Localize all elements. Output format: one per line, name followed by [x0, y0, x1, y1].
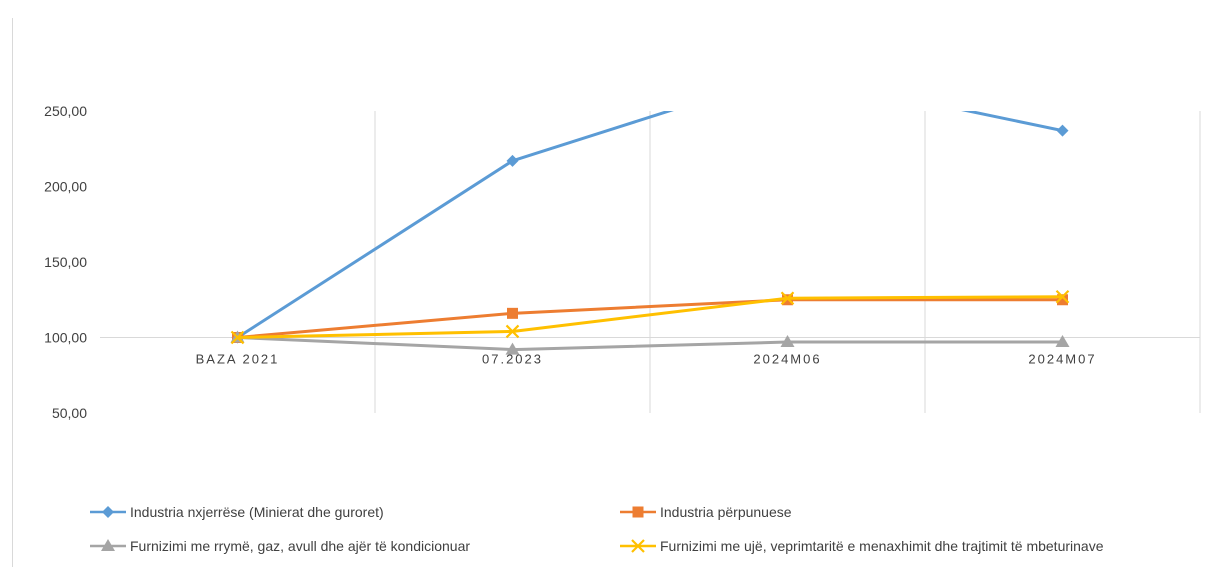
series-line — [236, 336, 1064, 352]
data-point — [505, 342, 520, 355]
data-point — [506, 154, 519, 167]
legend-marker — [101, 539, 115, 551]
y-axis-ticks: 250,00 200,00 150,00 100,00 50,00 — [44, 103, 87, 421]
data-point — [1055, 289, 1070, 304]
y-tick-label: 150,00 — [44, 254, 87, 270]
gridlines — [374, 111, 1201, 413]
data-point — [782, 67, 794, 79]
data-point — [230, 330, 245, 345]
data-point — [505, 324, 520, 339]
legend-label: Furnizimi me rrymë, gaz, avull dhe ajër … — [130, 538, 470, 554]
data-point — [1055, 335, 1070, 348]
data-point — [780, 335, 795, 348]
chart-frame-edge — [12, 18, 13, 567]
x-tick-label: 2024M06 — [753, 352, 821, 367]
series-line — [236, 295, 1064, 339]
data-point — [1057, 294, 1068, 306]
legend-label: Furnizimi me ujë, veprimtaritë e menaxhi… — [660, 538, 1104, 554]
y-tick-label: 200,00 — [44, 179, 87, 195]
legend-marker — [632, 506, 644, 518]
data-point — [1056, 124, 1069, 137]
x-tick-label: 2024M07 — [1028, 352, 1096, 367]
x-tick-label: BAZA 2021 — [196, 352, 280, 367]
y-tick-label: 50,00 — [52, 405, 87, 421]
legend-label: Industria nxjerrëse (Minierat dhe gurore… — [130, 504, 384, 520]
series-line — [236, 298, 1064, 339]
y-tick-label: 250,00 — [44, 103, 87, 119]
data-point — [507, 307, 518, 319]
data-point — [780, 291, 795, 306]
series-lines — [230, 67, 1070, 355]
legend-marker — [631, 539, 645, 553]
x-axis-ticks: BAZA 2021 07.2023 2024M06 2024M07 — [196, 352, 1096, 367]
x-tick-label: 07.2023 — [482, 352, 543, 367]
series-line — [236, 111, 1064, 339]
y-tick-label: 100,00 — [44, 330, 87, 346]
legend-label: Industria përpunuese — [660, 504, 792, 520]
legend: Industria nxjerrëse (Minierat dhe gurore… — [90, 504, 1104, 554]
legend-marker — [102, 506, 114, 518]
